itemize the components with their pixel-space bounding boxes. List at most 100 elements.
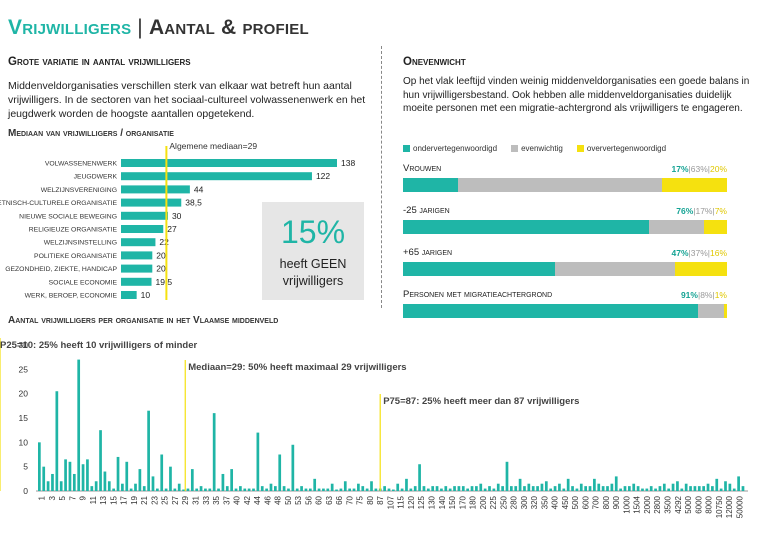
x-tick-label: 4292 (674, 495, 683, 513)
x-tick-label: 6000 (694, 495, 703, 513)
imbalance-percent: 37% (690, 248, 708, 258)
distribution-bar (724, 481, 727, 491)
distribution-bar (195, 488, 199, 491)
x-tick-label: 15 (109, 495, 118, 504)
x-tick-label: 70 (345, 495, 354, 504)
imbalance-percent: 17% (671, 164, 689, 174)
legend-item: ondervertegenwoordigd (403, 144, 497, 153)
distribution-bar (370, 481, 373, 491)
x-tick-label: 19 (130, 495, 139, 504)
x-tick-label: 320 (530, 495, 539, 509)
distribution-bar (566, 478, 570, 491)
distribution-bar (38, 442, 41, 491)
left-text: Middenveldorganisaties verschillen sterk… (8, 80, 366, 120)
median-bar (121, 238, 156, 247)
median-bar (121, 277, 152, 286)
distribution-bar (182, 489, 185, 491)
distribution-bar (409, 488, 413, 491)
imbalance-segment-evenwichtig (649, 220, 705, 234)
x-tick-label: 700 (592, 495, 601, 509)
median-category-label: ETNISCH-CULTURELE ORGANISATIE (0, 200, 117, 207)
distribution-bar (59, 481, 63, 491)
legend-label: evenwichtig (521, 144, 563, 153)
legend-label: ondervertegenwoordigd (413, 144, 498, 153)
imbalance-segment-ondervertegenwoordigd (403, 178, 459, 192)
distribution-bar (728, 483, 732, 491)
distribution-bar (645, 488, 649, 491)
distribution-bar (186, 488, 190, 491)
x-tick-label: 2000 (643, 495, 652, 513)
x-tick-label: 1504 (633, 495, 642, 513)
distribution-bar (343, 481, 347, 491)
x-tick-label: 35 (212, 495, 221, 504)
distribution-bar (383, 486, 386, 491)
median-category-label: JEUGDWERK (74, 174, 118, 181)
annotation-label: P25=10: 25% heeft 10 vrijwilligers of mi… (0, 340, 198, 351)
distribution-bar (715, 478, 719, 491)
x-tick-label: 2800 (653, 495, 662, 513)
distribution-bar (453, 486, 456, 491)
distribution-bar (571, 486, 574, 491)
distribution-bar (199, 486, 203, 491)
distribution-bar (483, 488, 487, 491)
imbalance-chart: Vrouwen 17%|63%|20% -25 jarigen 76%|17%|7% +… (403, 160, 729, 320)
percent-separator: | (707, 164, 710, 174)
distribution-bar (365, 488, 369, 491)
median-category-label: SOCIALE ECONOMIE (49, 279, 118, 286)
distribution-bar (531, 486, 535, 491)
x-tick-label: 150 (448, 495, 457, 509)
distribution-bar (579, 483, 583, 491)
x-tick-label: 3500 (664, 495, 673, 513)
distribution-bar (593, 478, 596, 491)
legend-swatch (403, 145, 410, 152)
median-category-label: GEZONDHEID, ZIEKTE, HANDICAP (5, 266, 117, 273)
distribution-bar (676, 481, 679, 491)
distribution-bar (212, 413, 216, 491)
distribution-bar (501, 486, 504, 491)
x-tick-label: 21 (140, 495, 149, 504)
x-tick-label: 66 (335, 495, 344, 504)
distribution-bar (636, 486, 640, 491)
percent-separator: | (712, 290, 715, 300)
distribution-bar (392, 489, 395, 491)
percent-separator: | (707, 248, 710, 258)
median-reference-label: Algemene mediaan=29 (169, 141, 257, 151)
median-bar (121, 291, 137, 299)
distribution-bar (431, 486, 435, 491)
right-heading: Onevenwicht (403, 56, 466, 68)
distribution-bar (505, 461, 509, 491)
distribution-bar (335, 489, 338, 491)
median-bar (121, 172, 312, 181)
x-tick-label: 350 (540, 495, 549, 509)
imbalance-segment-ondervertegenwoordigd (403, 304, 698, 318)
x-tick-label: 280 (510, 495, 519, 509)
distribution-bar (230, 469, 234, 491)
distribution-bar (523, 486, 526, 491)
imbalance-category-label: Vrouwen (403, 163, 442, 174)
percent-separator: | (712, 206, 715, 216)
imbalance-stacked-bar (403, 178, 727, 192)
distribution-bar (711, 486, 714, 491)
x-tick-label: 180 (469, 495, 478, 509)
distribution-bar (488, 486, 491, 491)
x-tick-label: 40 (233, 495, 242, 504)
legend-label: oververtegenwoordigd (586, 144, 667, 153)
distribution-bar (413, 486, 417, 491)
distribution-bar (719, 488, 723, 491)
x-tick-label: 10750 (715, 495, 724, 518)
imbalance-segment-ondervertegenwoordigd (403, 220, 650, 234)
distribution-bar (475, 486, 478, 491)
median-bar (121, 198, 182, 207)
median-value-label: 30 (172, 211, 182, 221)
distribution-bar (667, 488, 671, 491)
distribution-bar (623, 486, 627, 491)
median-category-label: WERK, BEROEP, ECONOMIE (25, 293, 118, 300)
distribution-bar (518, 478, 522, 491)
imbalance-row: -25 jarigen 76%|17%|7% (403, 202, 727, 234)
imbalance-stacked-bar (403, 220, 727, 234)
distribution-bar (55, 391, 59, 491)
median-bar (121, 211, 168, 220)
median-value-label: 20 (156, 264, 166, 274)
distribution-bar (116, 456, 120, 491)
